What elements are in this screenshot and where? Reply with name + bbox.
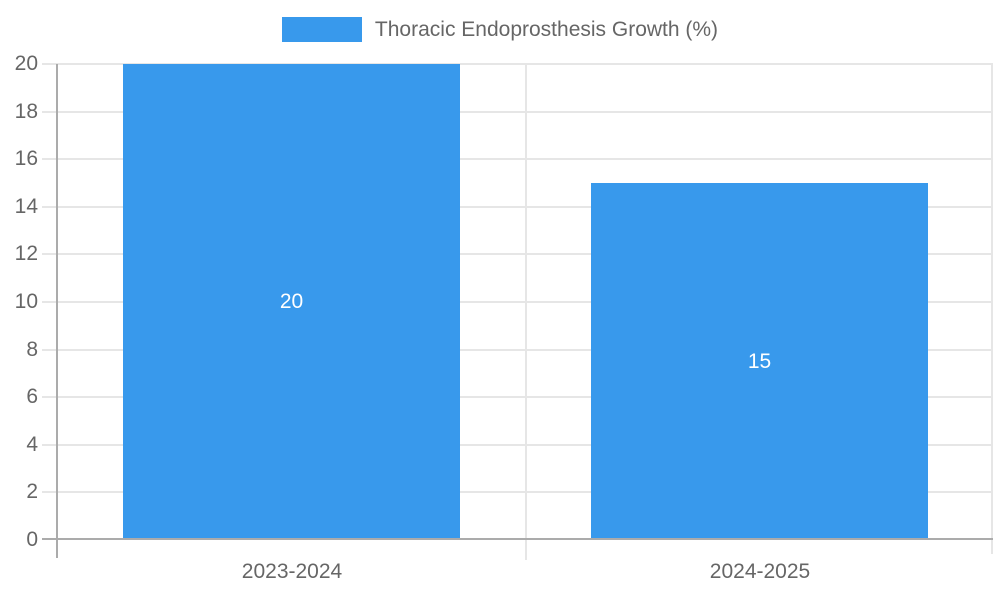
gridline bbox=[42, 491, 993, 493]
legend-swatch-icon bbox=[281, 17, 362, 42]
bar-value-label: 15 bbox=[747, 350, 772, 373]
x-tick-label: 2023-2024 bbox=[241, 560, 343, 583]
legend-item[interactable]: Thoracic Endoprosthesis Growth (%) bbox=[281, 17, 719, 42]
plot-right-border bbox=[991, 64, 993, 554]
y-tick-label: 6 bbox=[26, 385, 38, 408]
gridline bbox=[42, 396, 993, 398]
y-tick-label: 8 bbox=[26, 338, 38, 361]
y-tick-label: 16 bbox=[14, 147, 38, 170]
y-tick-label: 12 bbox=[14, 242, 38, 265]
bar[interactable] bbox=[591, 183, 928, 538]
gridline bbox=[42, 111, 993, 113]
legend: Thoracic Endoprosthesis Growth (%) bbox=[0, 17, 1000, 42]
legend-label: Thoracic Endoprosthesis Growth (%) bbox=[374, 17, 719, 41]
gridline bbox=[42, 301, 993, 303]
y-axis-line bbox=[56, 64, 58, 558]
bar-value-label: 20 bbox=[279, 290, 304, 313]
y-tick-label: 0 bbox=[26, 528, 38, 551]
category-separator-line bbox=[525, 64, 527, 560]
y-tick-label: 2 bbox=[26, 480, 38, 503]
x-axis-line bbox=[42, 538, 993, 540]
y-tick-label: 20 bbox=[14, 52, 38, 75]
y-tick-label: 10 bbox=[14, 290, 38, 313]
gridline bbox=[42, 206, 993, 208]
gridline bbox=[42, 158, 993, 160]
y-tick-label: 14 bbox=[14, 195, 38, 218]
bar[interactable] bbox=[123, 64, 460, 538]
y-tick-label: 18 bbox=[14, 100, 38, 123]
gridline bbox=[42, 253, 993, 255]
x-tick-label: 2024-2025 bbox=[709, 560, 811, 583]
gridline bbox=[42, 444, 993, 446]
gridline bbox=[42, 63, 993, 65]
gridline bbox=[42, 349, 993, 351]
y-tick-label: 4 bbox=[26, 433, 38, 456]
